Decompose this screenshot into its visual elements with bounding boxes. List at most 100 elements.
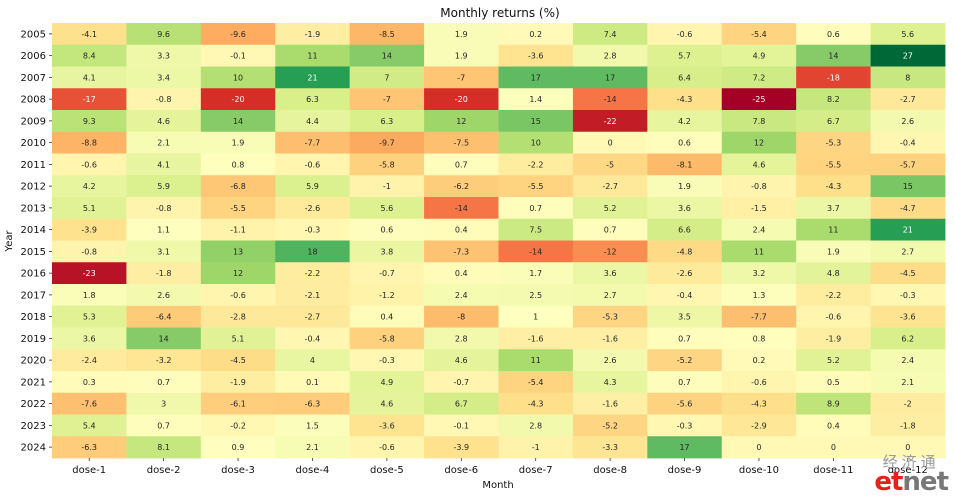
cell-value-label: -6.1 [230,400,246,409]
cell-value-label: 2.5 [529,291,542,300]
heatmap-cell [498,262,574,285]
heatmap-cell [349,305,425,328]
cell-value-label: 7.5 [529,226,542,235]
heatmap-cell [572,131,648,154]
cell-value-label: -5.7 [900,160,916,169]
x-tick-label: dose-11 [813,465,853,476]
heatmap-cell [424,240,499,263]
heatmap-cell [349,392,425,415]
cell-value-label: 1.9 [678,182,691,191]
cell-value-label: 0.7 [678,378,691,387]
heatmap-cell [647,110,723,133]
cell-value-label: -0.8 [156,95,172,104]
heatmap-cell [349,197,425,220]
cell-value-label: -5.4 [528,378,544,387]
cell-value-label: 3.6 [83,334,96,343]
cell-value-label: -2.4 [81,356,97,365]
cell-value-label: 0.8 [753,334,766,343]
cell-value-label: 27 [903,52,913,61]
heatmap-cell [424,305,499,328]
heatmap-cell [572,262,648,285]
cell-value-label: 5.2 [604,204,617,213]
cell-value-label: -0.3 [305,226,321,235]
heatmap-cell [498,414,574,437]
heatmap-cell [52,262,127,285]
heatmap-cell [796,197,871,220]
heatmap-cell [647,240,723,263]
cell-value-label: 17 [679,443,689,452]
cell-value-label: 1.9 [455,30,468,39]
cell-value-label: -0.6 [379,443,395,452]
cell-value-label: 13 [233,247,243,256]
cell-value-label: 10 [233,73,243,82]
heatmap-cell [200,327,276,350]
heatmap-cell [721,305,797,328]
cell-value-label: -8 [457,313,465,322]
cell-value-label: -1.8 [156,269,172,278]
cell-value-label: 8.2 [827,95,840,104]
heatmap-cell [870,153,946,176]
heatmap-cell [796,305,871,328]
heatmap-cell [870,371,946,394]
cell-value-label: -6.2 [453,182,469,191]
cell-value-label: -1.6 [528,334,544,343]
heatmap-cell [721,175,797,198]
cell-value-label: 11 [828,226,838,235]
heatmap-cell [52,153,127,176]
cell-value-label: -0.4 [900,139,916,148]
heatmap-cell [721,66,797,89]
cell-value-label: 1.3 [753,291,766,300]
cell-value-label: 0.5 [827,378,840,387]
heatmap-cell [647,262,723,285]
y-tick-label: 2022 [21,399,46,410]
heatmap-cell [126,305,202,328]
cell-value-label: 0.1 [306,378,319,387]
cell-value-label: 4.1 [83,73,96,82]
heatmap-cell [870,88,946,111]
cell-value-label: -3.6 [900,313,916,322]
cell-value-label: 14 [233,117,243,126]
cell-value-label: 2.1 [306,443,319,452]
cell-value-label: 6.2 [901,334,914,343]
heatmap-cell [721,218,797,241]
cell-value-label: 0.3 [83,378,96,387]
heatmap-cell [870,305,946,328]
cell-value-label: -5.4 [751,30,767,39]
cell-value-label: -4.3 [751,400,767,409]
cell-value-label: -2.1 [305,291,321,300]
x-tick-label: dose-5 [370,465,404,476]
x-tick-label: dose-10 [739,465,779,476]
heatmap-cell [870,284,946,307]
heatmap-cell [424,349,499,372]
heatmap-cell [200,218,276,241]
cell-value-label: 1 [533,313,538,322]
heatmap-cell [572,349,648,372]
cell-value-label: 0 [905,443,910,452]
cell-value-label: 4.8 [827,269,840,278]
cell-value-label: -2.2 [305,269,321,278]
cell-value-label: -4.7 [900,204,916,213]
cell-value-label: 0.7 [529,204,542,213]
heatmap-cell [498,23,574,46]
cell-value-label: 5.1 [232,334,245,343]
cell-value-label: 0.7 [455,160,468,169]
heatmap-cell [126,88,202,111]
heatmap-cell [572,218,648,241]
heatmap-cell [52,197,127,220]
cell-value-label: 9.3 [83,117,96,126]
cell-value-label: -6.8 [230,182,246,191]
heatmap-cell [200,23,276,46]
cell-value-label: 21 [903,226,913,235]
y-tick-label: 2024 [21,443,46,454]
cell-value-label: 4.2 [678,117,691,126]
logo-net: net [902,467,949,497]
heatmap-cell [275,240,351,263]
heatmap-cell [498,436,574,459]
cell-value-label: 15 [903,182,913,191]
heatmap-cell [796,131,871,154]
heatmap-cell [52,284,127,307]
cell-value-label: -20 [455,95,468,104]
heatmap-cell [275,414,351,437]
cell-value-label: -2.9 [751,421,767,430]
cell-value-label: 2.4 [753,226,766,235]
